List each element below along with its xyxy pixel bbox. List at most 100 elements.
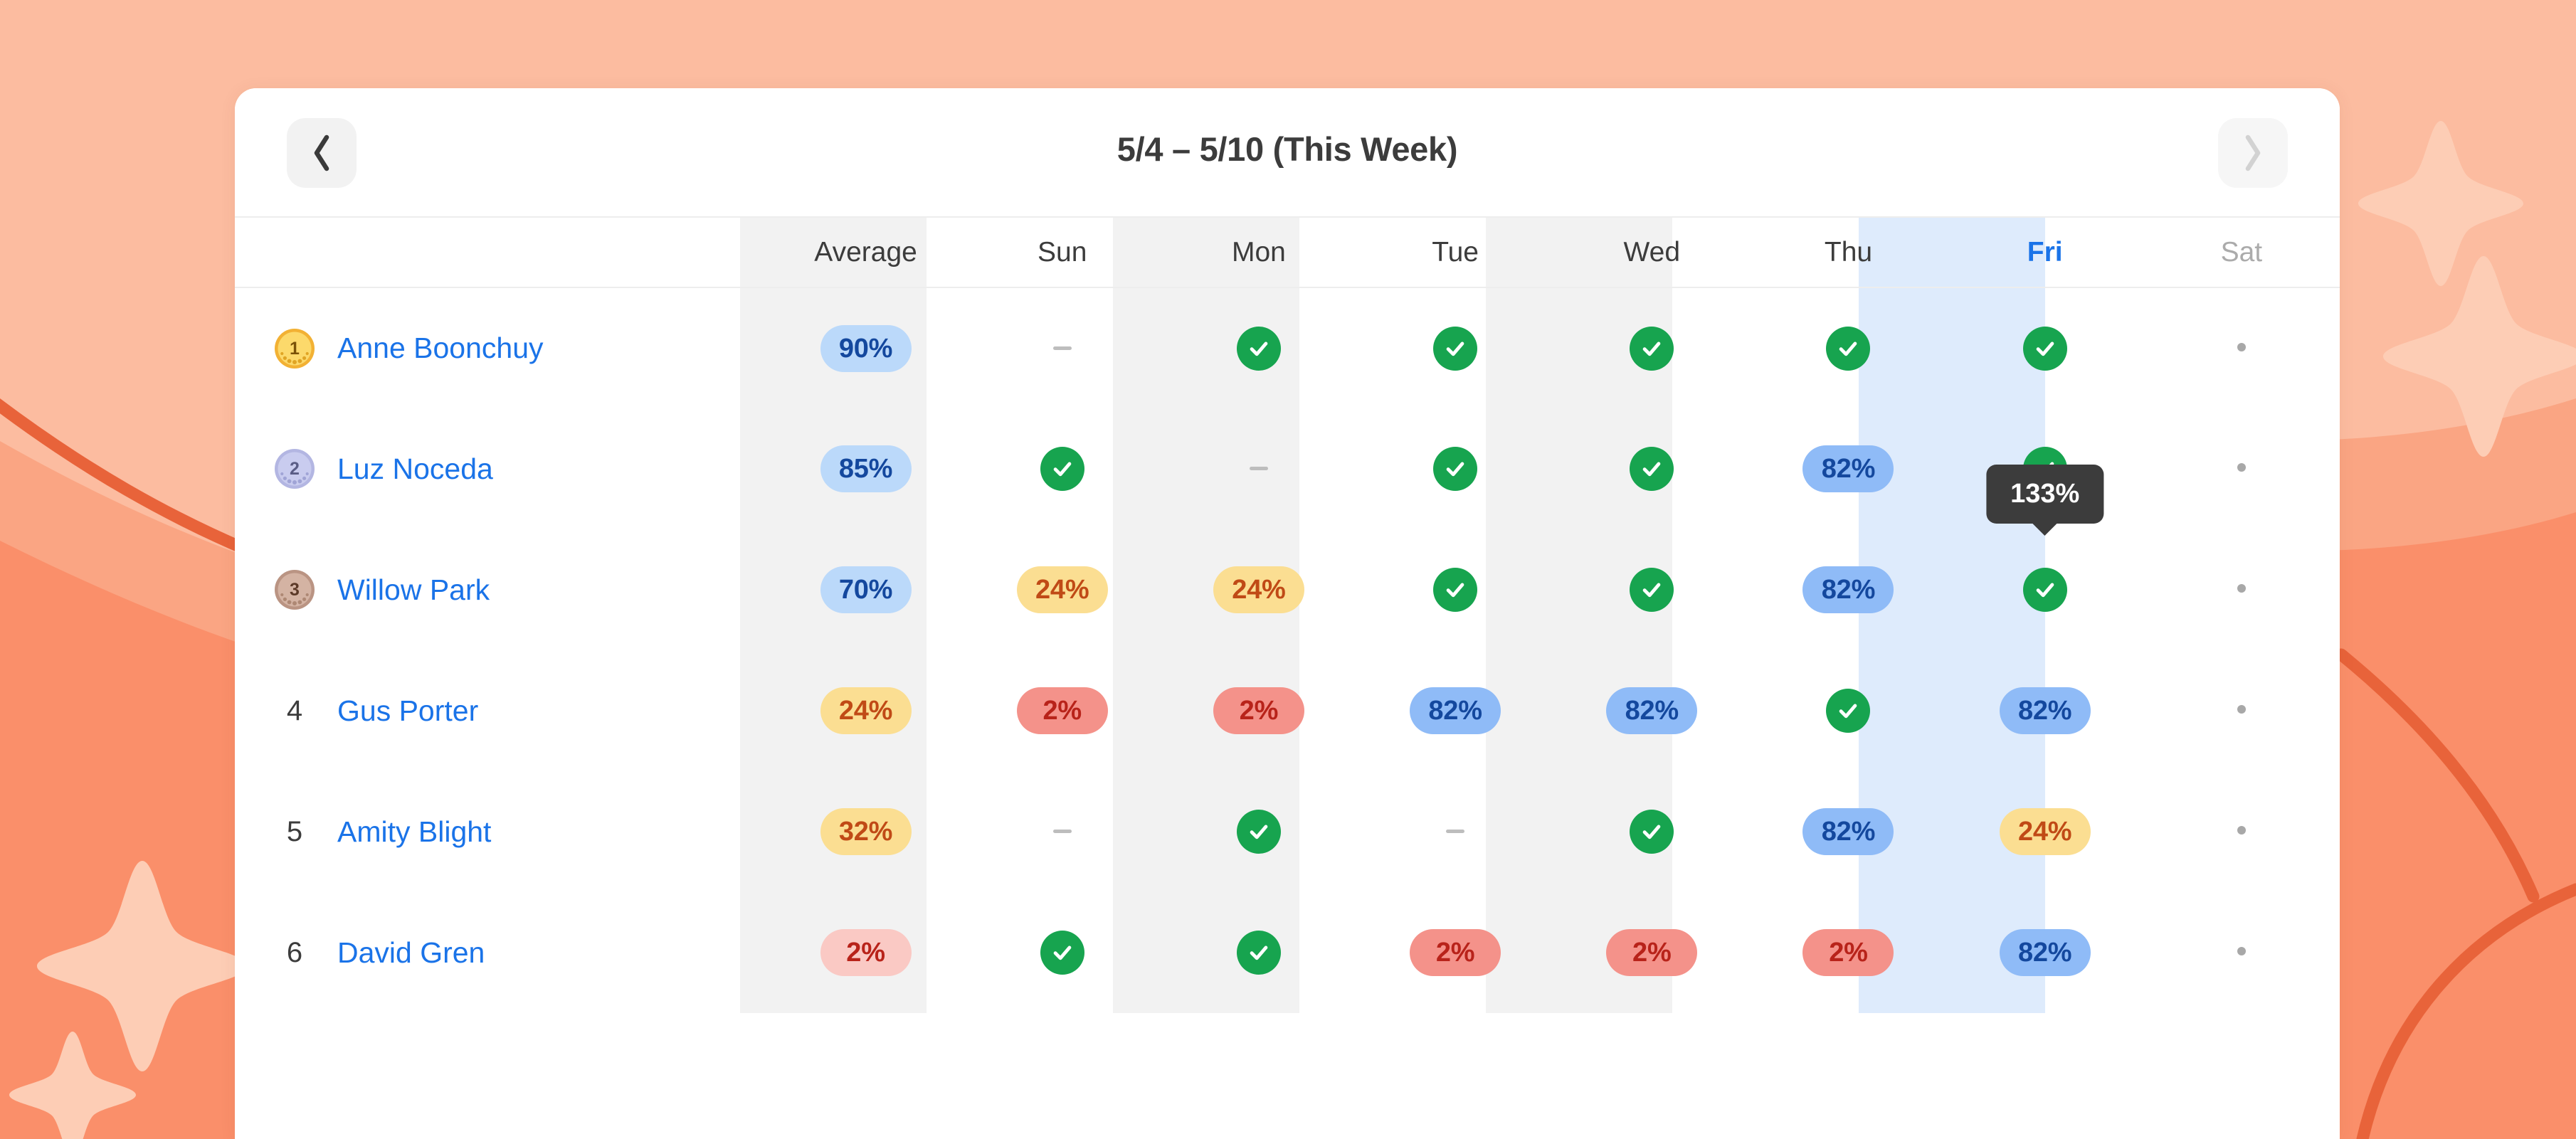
- score-pill: 82%: [1999, 929, 2091, 976]
- future-day-dot-icon: [2237, 947, 2246, 955]
- table-row: 4 Gus Porter 24% 2% 2% 82% 82% 82%: [235, 650, 2340, 771]
- column-header-fri[interactable]: Fri: [1946, 218, 2143, 288]
- future-day-dot-icon: [2237, 826, 2246, 835]
- column-header-tue[interactable]: Tue: [1357, 218, 1554, 288]
- score-cell-thu[interactable]: 82%: [1750, 771, 1946, 892]
- score-cell-average[interactable]: 90%: [767, 287, 964, 408]
- check-circle-icon: [1236, 931, 1281, 975]
- participant-name-link[interactable]: David Gren: [337, 936, 485, 969]
- score-cell-sun[interactable]: [964, 771, 1161, 892]
- score-cell-fri[interactable]: 82%: [1947, 892, 2143, 1013]
- score-pill: 82%: [1802, 808, 1894, 855]
- score-cell-thu[interactable]: 2%: [1750, 892, 1946, 1013]
- score-cell-tue[interactable]: [1357, 408, 1553, 529]
- score-pill: 82%: [1410, 687, 1501, 734]
- check-circle-icon: [1433, 326, 1478, 371]
- check-circle-icon: [1826, 326, 1871, 371]
- column-header-name: [235, 218, 768, 288]
- participant-row-inner: 6 David Gren: [273, 936, 767, 970]
- score-pill: 24%: [1016, 566, 1108, 613]
- participant-row-inner: 2 Luz Noceda: [273, 447, 767, 490]
- column-header-sun[interactable]: Sun: [964, 218, 1161, 288]
- score-cell-mon[interactable]: [1161, 771, 1357, 892]
- score-cell-tue[interactable]: [1357, 287, 1553, 408]
- score-pill: 24%: [1999, 808, 2091, 855]
- score-cell-sun[interactable]: [964, 408, 1161, 529]
- participant-name-link[interactable]: Anne Boonchuy: [337, 332, 544, 364]
- score-cell-fri[interactable]: 82%: [1947, 650, 2143, 771]
- table-row: 3 Willow Park 70% 24% 24% 82%: [235, 529, 2340, 650]
- score-cell-wed[interactable]: 82%: [1553, 650, 1750, 771]
- score-cell-wed[interactable]: [1553, 287, 1750, 408]
- score-cell-average[interactable]: 2%: [767, 892, 964, 1013]
- tooltip-text: 133%: [2010, 479, 2080, 509]
- score-cell-mon[interactable]: [1161, 408, 1357, 529]
- score-cell-thu[interactable]: 82%: [1750, 529, 1946, 650]
- weekly-leaderboard-card: 5/4 – 5/10 (This Week) Average: [235, 88, 2340, 1139]
- score-cell-thu[interactable]: 82%: [1750, 408, 1946, 529]
- participant-name-link[interactable]: Amity Blight: [337, 815, 492, 848]
- svg-text:3: 3: [290, 580, 300, 600]
- score-cell-tue[interactable]: [1357, 529, 1553, 650]
- sparkle-icon: [9, 1032, 136, 1139]
- score-cell-mon[interactable]: 2%: [1161, 650, 1357, 771]
- gold-medal-icon: 1: [273, 327, 316, 370]
- score-cell-average[interactable]: 24%: [767, 650, 964, 771]
- participant-name-link[interactable]: Willow Park: [337, 573, 490, 606]
- card-header: 5/4 – 5/10 (This Week): [235, 88, 2340, 218]
- svg-text:1: 1: [290, 339, 300, 359]
- header-row: Average Sun Mon Tue Wed Thu Fri Sat: [235, 218, 2340, 288]
- rank-number: 4: [286, 694, 303, 726]
- score-cell-average[interactable]: 85%: [767, 408, 964, 529]
- check-circle-icon: [1433, 447, 1478, 491]
- participant-row-inner: 5 Amity Blight: [273, 815, 767, 849]
- score-cell-mon[interactable]: [1161, 287, 1357, 408]
- score-pill: 90%: [820, 324, 912, 372]
- score-cell-wed[interactable]: [1553, 771, 1750, 892]
- svg-text:2: 2: [290, 459, 300, 479]
- background-accent-line-bottom: [2356, 883, 2576, 1139]
- participant-cell: 2 Luz Noceda: [235, 408, 767, 529]
- next-week-button[interactable]: [2218, 118, 2288, 188]
- rank-number: 6: [286, 936, 303, 968]
- score-cell-fri[interactable]: 24%: [1947, 771, 2143, 892]
- column-header-wed[interactable]: Wed: [1553, 218, 1751, 288]
- score-cell-sun[interactable]: 24%: [964, 529, 1161, 650]
- participant-name-link[interactable]: Gus Porter: [337, 694, 479, 727]
- week-range-title: 5/4 – 5/10 (This Week): [1117, 130, 1458, 168]
- check-circle-icon: [1630, 568, 1674, 612]
- chevron-right-icon: [2242, 134, 2264, 171]
- score-cell-mon[interactable]: [1161, 892, 1357, 1013]
- column-header-thu[interactable]: Thu: [1750, 218, 1947, 288]
- participant-cell: 1 Anne Boonchuy: [235, 287, 767, 408]
- score-cell-thu[interactable]: [1750, 650, 1946, 771]
- score-cell-sun[interactable]: 2%: [964, 650, 1161, 771]
- previous-week-button[interactable]: [287, 118, 357, 188]
- score-cell-wed[interactable]: [1553, 408, 1750, 529]
- score-cell-sun[interactable]: [964, 287, 1161, 408]
- score-cell-tue[interactable]: 82%: [1357, 650, 1553, 771]
- score-cell-sun[interactable]: [964, 892, 1161, 1013]
- score-cell-average[interactable]: 70%: [767, 529, 964, 650]
- score-pill: 82%: [1606, 687, 1698, 734]
- score-cell-mon[interactable]: 24%: [1161, 529, 1357, 650]
- score-cell-wed[interactable]: [1553, 529, 1750, 650]
- score-cell-fri[interactable]: [1947, 287, 2143, 408]
- chevron-left-icon: [311, 134, 332, 171]
- participant-cell: 6 David Gren: [235, 892, 767, 1013]
- score-cell-fri[interactable]: [1947, 529, 2143, 650]
- score-cell-tue[interactable]: 2%: [1357, 892, 1553, 1013]
- score-cell-sat: [2143, 529, 2340, 650]
- leaderboard-table: Average Sun Mon Tue Wed Thu Fri Sat 1 An…: [235, 218, 2340, 1013]
- participant-row-inner: 4 Gus Porter: [273, 694, 767, 728]
- score-cell-wed[interactable]: 2%: [1553, 892, 1750, 1013]
- score-cell-thu[interactable]: [1750, 287, 1946, 408]
- participant-name-link[interactable]: Luz Noceda: [337, 452, 493, 485]
- check-circle-icon: [1236, 810, 1281, 854]
- score-cell-tue[interactable]: [1357, 771, 1553, 892]
- column-header-mon[interactable]: Mon: [1160, 218, 1358, 288]
- no-data-dash-icon: [1052, 346, 1072, 350]
- score-cell-average[interactable]: 32%: [767, 771, 964, 892]
- column-header-average[interactable]: Average: [767, 218, 964, 288]
- column-header-sat[interactable]: Sat: [2143, 218, 2340, 288]
